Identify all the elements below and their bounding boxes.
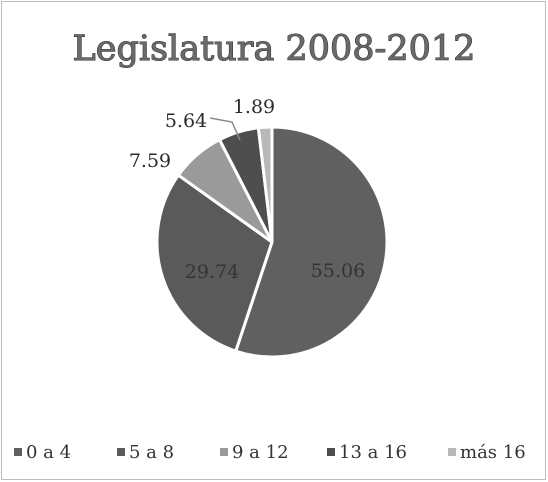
legend-swatch-3 <box>220 448 228 456</box>
legend-label-3: 9 a 12 <box>232 442 289 463</box>
pie-slice-5 <box>256 125 274 244</box>
legend-item-3: 9 a 12 <box>220 442 289 463</box>
legend-item-2: 5 a 8 <box>117 442 174 463</box>
pie-data-labels: 55.06 29.74 7.59 5.64 1.89 <box>128 95 365 283</box>
leader-line-4 <box>209 117 241 141</box>
data-label-1: 55.06 <box>311 260 365 282</box>
pie-slice-2 <box>155 173 274 353</box>
legend-label-4: 13 a 16 <box>339 442 407 463</box>
data-label-4: 5.64 <box>165 110 207 132</box>
legend-label-5: más 16 <box>460 442 526 463</box>
pie-slice-1 <box>234 125 389 359</box>
legend-swatch-1 <box>14 448 22 456</box>
pie-slices <box>155 125 389 359</box>
legend-swatch-4 <box>327 448 335 456</box>
chart-legend: 0 a 4 5 a 8 9 a 12 13 a 16 más 16 <box>14 442 526 463</box>
chart-title: Legislatura 2008-2012 <box>73 29 476 69</box>
legend-label-1: 0 a 4 <box>26 442 71 463</box>
legend-item-4: 13 a 16 <box>327 442 407 463</box>
legend-swatch-5 <box>448 448 456 456</box>
data-label-3: 7.59 <box>129 150 171 172</box>
legend-label-2: 5 a 8 <box>129 442 174 463</box>
data-label-2: 29.74 <box>185 261 239 283</box>
data-label-5: 1.89 <box>233 96 275 118</box>
legend-swatch-2 <box>117 448 125 456</box>
legend-item-1: 0 a 4 <box>14 442 71 463</box>
legend-item-5: más 16 <box>448 442 526 463</box>
